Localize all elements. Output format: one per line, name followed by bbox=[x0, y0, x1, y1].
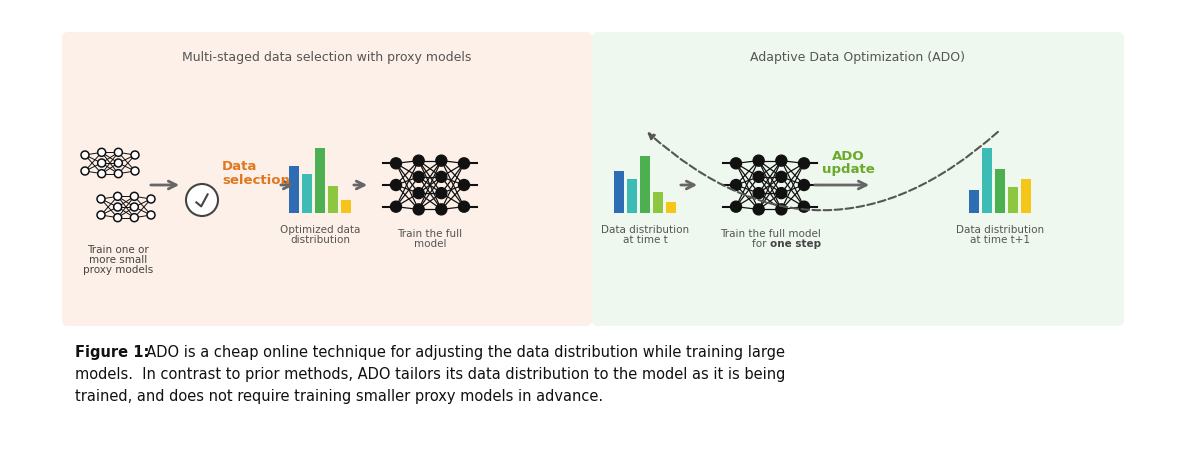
Circle shape bbox=[730, 179, 741, 190]
Text: for: for bbox=[753, 239, 771, 249]
Circle shape bbox=[114, 169, 123, 178]
Bar bbox=[627, 179, 637, 213]
Circle shape bbox=[413, 204, 424, 215]
Text: ADO: ADO bbox=[832, 150, 864, 163]
Bar bbox=[302, 174, 312, 213]
Circle shape bbox=[130, 192, 138, 200]
Text: distribution: distribution bbox=[290, 235, 350, 245]
Text: Data distribution: Data distribution bbox=[956, 225, 1044, 235]
Circle shape bbox=[113, 192, 122, 200]
Circle shape bbox=[799, 179, 809, 190]
Bar bbox=[315, 148, 324, 213]
Text: Data: Data bbox=[222, 160, 257, 173]
Text: Figure 1:: Figure 1: bbox=[76, 345, 150, 360]
Circle shape bbox=[753, 188, 765, 198]
Bar bbox=[969, 190, 979, 213]
Circle shape bbox=[148, 195, 155, 203]
Circle shape bbox=[98, 159, 106, 167]
Circle shape bbox=[799, 201, 809, 212]
Bar bbox=[982, 148, 992, 213]
Text: more small: more small bbox=[88, 255, 148, 265]
FancyArrowPatch shape bbox=[649, 132, 998, 210]
Circle shape bbox=[131, 167, 139, 175]
Circle shape bbox=[459, 158, 470, 169]
Circle shape bbox=[730, 158, 741, 169]
Circle shape bbox=[435, 204, 447, 215]
Text: ADO is a cheap online technique for adjusting the data distribution while traini: ADO is a cheap online technique for adju… bbox=[137, 345, 785, 360]
Circle shape bbox=[775, 155, 787, 166]
Bar bbox=[614, 171, 624, 213]
Bar bbox=[640, 156, 650, 213]
Circle shape bbox=[114, 159, 123, 167]
Bar bbox=[328, 186, 337, 213]
Circle shape bbox=[98, 149, 106, 156]
Circle shape bbox=[459, 179, 470, 190]
Circle shape bbox=[775, 171, 787, 182]
Circle shape bbox=[148, 211, 155, 219]
Text: one step: one step bbox=[771, 239, 821, 249]
FancyBboxPatch shape bbox=[592, 32, 1125, 326]
Circle shape bbox=[131, 151, 139, 159]
Bar bbox=[1021, 179, 1031, 213]
Circle shape bbox=[435, 188, 447, 198]
Circle shape bbox=[81, 151, 88, 159]
Text: Data distribution: Data distribution bbox=[601, 225, 689, 235]
Text: update: update bbox=[821, 163, 874, 177]
Bar bbox=[289, 166, 299, 213]
Bar bbox=[666, 202, 676, 213]
Bar bbox=[995, 169, 1005, 213]
Text: Multi-staged data selection with proxy models: Multi-staged data selection with proxy m… bbox=[183, 51, 472, 65]
Circle shape bbox=[130, 203, 138, 211]
Circle shape bbox=[413, 171, 424, 182]
Circle shape bbox=[391, 158, 401, 169]
Text: selection: selection bbox=[222, 173, 290, 187]
Circle shape bbox=[753, 171, 765, 182]
Circle shape bbox=[98, 169, 106, 178]
FancyBboxPatch shape bbox=[63, 32, 592, 326]
Circle shape bbox=[391, 179, 401, 190]
Bar bbox=[341, 200, 350, 213]
Text: Adaptive Data Optimization (ADO): Adaptive Data Optimization (ADO) bbox=[750, 51, 965, 65]
Circle shape bbox=[799, 158, 809, 169]
Circle shape bbox=[413, 188, 424, 198]
Circle shape bbox=[114, 149, 123, 156]
Circle shape bbox=[186, 184, 218, 216]
Circle shape bbox=[753, 155, 765, 166]
Text: trained, and does not require training smaller proxy models in advance.: trained, and does not require training s… bbox=[76, 389, 603, 404]
Circle shape bbox=[413, 155, 424, 166]
Circle shape bbox=[113, 214, 122, 222]
Circle shape bbox=[435, 171, 447, 182]
Circle shape bbox=[459, 201, 470, 212]
Circle shape bbox=[730, 201, 741, 212]
Text: Optimized data: Optimized data bbox=[280, 225, 360, 235]
Text: models.  In contrast to prior methods, ADO tailors its data distribution to the : models. In contrast to prior methods, AD… bbox=[76, 367, 786, 382]
Circle shape bbox=[435, 155, 447, 166]
Text: at time t: at time t bbox=[623, 235, 668, 245]
Text: Train one or: Train one or bbox=[87, 245, 149, 255]
Text: Train the full: Train the full bbox=[398, 229, 463, 239]
Circle shape bbox=[130, 214, 138, 222]
Circle shape bbox=[391, 201, 401, 212]
Bar bbox=[1008, 187, 1018, 213]
Text: model: model bbox=[414, 239, 446, 249]
Text: at time t+1: at time t+1 bbox=[970, 235, 1030, 245]
Circle shape bbox=[81, 167, 88, 175]
Circle shape bbox=[113, 203, 122, 211]
Text: proxy models: proxy models bbox=[83, 265, 153, 275]
Bar bbox=[653, 192, 663, 213]
Circle shape bbox=[753, 204, 765, 215]
Circle shape bbox=[775, 188, 787, 198]
Circle shape bbox=[775, 204, 787, 215]
Text: Train the full model: Train the full model bbox=[720, 229, 820, 239]
Circle shape bbox=[97, 211, 105, 219]
Circle shape bbox=[97, 195, 105, 203]
